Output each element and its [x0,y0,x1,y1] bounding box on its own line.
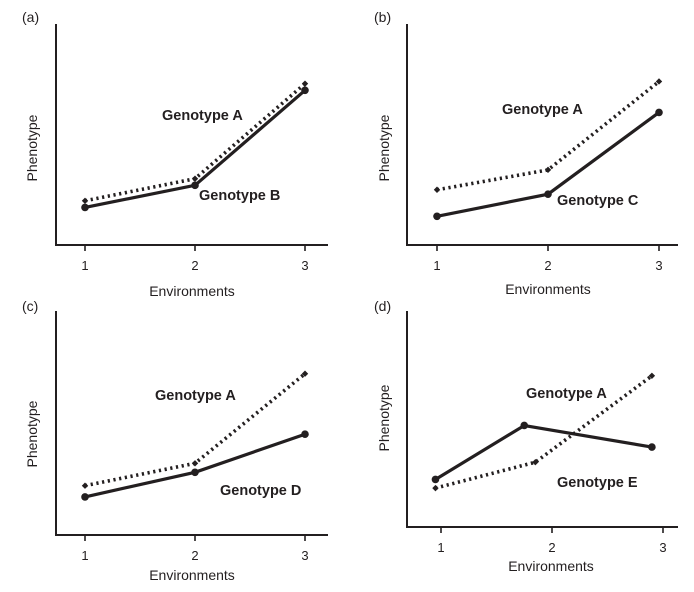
series-label: Genotype A [155,388,236,404]
series-label: Genotype E [557,475,638,491]
x-tick-label: 1 [437,540,444,555]
data-point [301,80,309,87]
y-axis-label: Phenotype [376,384,392,451]
series-label: Genotype B [199,188,280,204]
data-point [544,190,552,198]
series-label: Genotype C [557,193,639,209]
data-point [433,212,441,221]
x-tick-label: 2 [548,540,555,555]
x-tick-label: 2 [191,258,198,273]
data-point [532,459,539,466]
x-tick-label: 3 [655,258,662,273]
data-point [655,108,663,117]
data-point [191,468,199,477]
x-tick-label: 3 [301,548,308,563]
data-point [648,443,656,451]
series-label: Genotype A [162,108,243,124]
series-label: Genotype A [526,386,607,402]
axes [55,311,328,536]
data-point [81,203,89,212]
y-axis-label: Phenotype [24,114,40,181]
panel-label: (a) [22,9,39,25]
chart-panel-d: (d) 1 2 3 Environments Phenotype Genotype A Gen… [374,298,678,574]
series-label: Genotype D [220,483,301,499]
y-axis-label: Phenotype [24,400,40,467]
panel-label: (d) [374,298,391,314]
axes [55,24,328,246]
x-axis-label: Environments [508,558,594,574]
x-tick-label: 2 [191,548,198,563]
x-tick-label: 1 [433,258,440,273]
x-tick-label: 1 [81,258,88,273]
data-point [655,78,663,85]
data-point [191,175,199,182]
chart-panel-c: (c) 1 2 3 Environments Phenotype Genotype A Gen… [22,298,328,583]
series-label: Genotype A [502,102,583,118]
axes [406,311,678,528]
x-axis-label: Environments [149,567,235,583]
data-point [81,493,89,501]
data-point [301,370,309,377]
data-point [431,475,440,484]
data-point [544,166,552,174]
panel-label: (c) [22,298,38,314]
x-tick-label: 1 [81,548,88,563]
panel-label: (b) [374,9,391,25]
x-tick-label: 2 [544,258,551,273]
data-point [191,460,199,467]
data-point [520,421,529,430]
x-tick-label: 3 [301,258,308,273]
x-axis-label: Environments [149,283,235,299]
x-tick-label: 3 [659,540,666,555]
x-axis-label: Environments [505,281,591,297]
data-point [432,484,439,492]
chart-panel-b: (b) 1 2 3 Environments Phenotype Genotype A Gen… [374,9,678,297]
data-point [81,482,89,489]
data-point [301,430,309,439]
data-point [301,86,309,95]
y-axis-label: Phenotype [376,114,392,181]
data-point [433,186,441,193]
data-point [81,197,89,204]
axes [406,24,678,246]
data-point [191,181,199,190]
data-point [648,372,656,379]
chart-panel-a: (a) 1 2 3 Environments Phenotype Genotype A Gen… [22,9,328,299]
series-line-genotype-e [433,423,654,482]
